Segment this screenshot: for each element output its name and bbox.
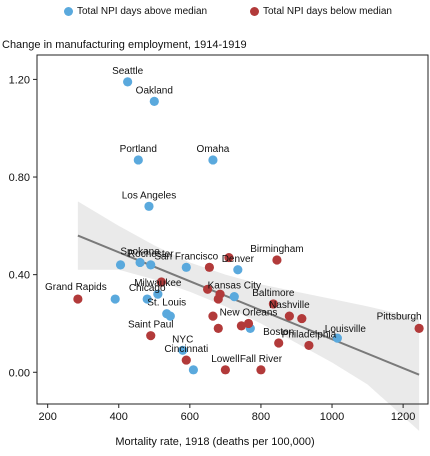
- point-above-median: [133, 155, 143, 165]
- point-below-median: [272, 255, 282, 265]
- point-above-median: [142, 294, 152, 304]
- point-below-median: [213, 323, 223, 333]
- point-above-median: [123, 77, 133, 87]
- point-above-median: [149, 96, 159, 106]
- point-above-median: [146, 260, 156, 270]
- point-above-median: [188, 365, 198, 375]
- point-below-median: [274, 338, 284, 348]
- point-label: Fall River: [240, 354, 283, 365]
- point-label: Los Angeles: [122, 190, 177, 201]
- x-tick-label: 800: [252, 411, 270, 423]
- point-below-median: [156, 277, 167, 287]
- point-below-median: [284, 311, 294, 321]
- point-label: Grand Rapids: [45, 282, 107, 293]
- point-label: New Orleans: [220, 307, 278, 318]
- point-below-median: [146, 331, 156, 341]
- point-below-median: [204, 262, 214, 272]
- point-above-median: [178, 345, 188, 355]
- point-label: Cincinnati: [164, 344, 208, 355]
- point-label: Philadelphia: [282, 329, 337, 340]
- point-label: Portland: [120, 144, 157, 155]
- point-label: Saint Paul: [128, 320, 174, 331]
- point-label: St. Louis: [147, 298, 186, 309]
- point-label: Baltimore: [252, 288, 295, 299]
- point-below-median: [181, 355, 191, 365]
- point-below-median: [73, 294, 83, 304]
- point-label: Milwaukee: [134, 278, 182, 289]
- point-label: Chicago: [129, 283, 166, 294]
- point-label: Boston: [263, 327, 294, 338]
- point-below-median: [215, 289, 225, 299]
- point-above-median: [135, 257, 145, 268]
- point-label: San Francisco: [154, 251, 218, 262]
- point-label: Birmingham: [250, 244, 303, 255]
- point-above-median: [115, 260, 126, 270]
- legend-label-above-median: Total NPI days above median: [77, 6, 208, 17]
- point-label: Omaha: [197, 144, 230, 155]
- point-label: Seattle: [112, 66, 144, 77]
- point-label: NYC: [172, 334, 193, 345]
- legend-swatch-above-median: [64, 7, 73, 16]
- x-tick-label: 200: [38, 411, 56, 423]
- y-tick-label: 0.00: [9, 367, 30, 379]
- point-label: Lowell: [211, 354, 239, 365]
- legend-item-below-median: Total NPI days below median: [250, 6, 392, 17]
- point-above-median: [181, 262, 191, 272]
- point-below-median: [224, 252, 234, 263]
- point-label: Rochester: [128, 249, 174, 260]
- y-tick-label: 1.20: [9, 74, 30, 86]
- point-above-median: [165, 311, 175, 321]
- point-below-median: [297, 313, 307, 324]
- point-above-median: [332, 333, 342, 343]
- y-tick-label: 0.80: [9, 172, 30, 184]
- point-above-median: [229, 292, 239, 302]
- x-tick-label: 1000: [320, 411, 344, 423]
- point-below-median: [268, 299, 278, 309]
- legend-item-above-median: Total NPI days above median: [64, 6, 207, 17]
- regression-line: [77, 234, 420, 376]
- legend-swatch-below-median: [250, 7, 259, 16]
- legend: Total NPI days above median Total NPI da…: [0, 6, 430, 22]
- x-tick-label: 1200: [391, 411, 415, 423]
- point-below-median: [236, 321, 246, 331]
- x-axis-title: Mortality rate, 1918 (deaths per 100,000…: [115, 436, 315, 448]
- point-below-median: [243, 318, 254, 329]
- point-above-median: [233, 265, 243, 275]
- x-tick-label: 400: [110, 411, 128, 423]
- point-below-median: [304, 340, 314, 351]
- point-below-median: [208, 311, 218, 321]
- confidence-band: [77, 201, 420, 431]
- chart-title: Change in manufacturing employment, 1914…: [2, 39, 247, 51]
- point-label: Oakland: [136, 85, 173, 96]
- point-label: Kansas City: [208, 281, 261, 292]
- point-above-median: [153, 289, 163, 299]
- point-label: Louisville: [325, 324, 367, 335]
- point-above-median: [208, 155, 218, 165]
- plot-frame: [36, 54, 429, 405]
- x-tick-label: 600: [181, 411, 199, 423]
- point-above-median: [110, 294, 120, 304]
- point-below-median: [203, 284, 213, 294]
- point-label: Nashville: [269, 300, 310, 311]
- point-label: Denver: [222, 254, 255, 265]
- point-below-median: [256, 365, 266, 375]
- point-label: Spokane: [120, 246, 160, 257]
- legend-label-below-median: Total NPI days below median: [263, 6, 392, 17]
- point-below-median: [414, 323, 424, 333]
- point-above-median: [144, 201, 154, 211]
- y-tick-label: 0.40: [9, 270, 30, 282]
- point-below-median: [220, 365, 230, 375]
- point-label: Pittsburgh: [377, 311, 422, 322]
